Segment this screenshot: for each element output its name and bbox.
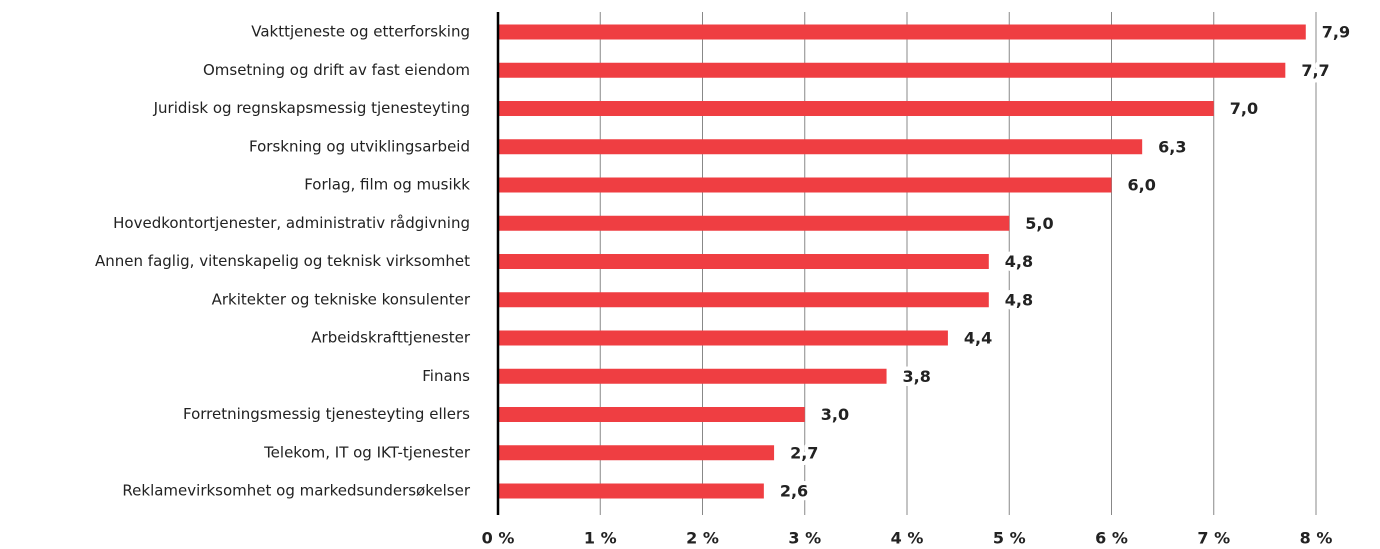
bar [498,445,775,461]
category-label: Telekom, IT og IKT-tjenester [263,443,471,461]
value-label: 2,6 [780,482,808,501]
value-label: 2,7 [790,443,818,462]
bar [498,62,1286,78]
bar [498,407,805,422]
value-label: 4,4 [964,329,992,348]
value-label: 3,8 [903,367,931,386]
category-label: Finans [422,367,470,385]
category-label: Arbeidskrafttjenester [311,329,471,347]
bar [498,292,989,308]
category-label: Juridisk og regnskapsmessig tjenesteytin… [153,99,470,117]
bar [498,254,989,269]
value-label: 6,0 [1128,176,1156,195]
value-label: 6,3 [1158,137,1186,156]
x-tick-label: 1 % [584,529,617,548]
category-label: Forskning og utviklingsarbeid [249,137,470,155]
bar [498,177,1112,193]
category-label: Reklamevirksomhet og markedsundersøkelse… [122,482,470,500]
category-label: Vakttjeneste og etterforsking [251,23,470,41]
value-label: 3,0 [821,405,849,424]
category-label: Annen faglig, vitenskapelig og teknisk v… [95,252,470,270]
value-label: 4,8 [1005,252,1033,271]
x-tick-label: 3 % [788,529,821,548]
category-label: Forlag, film og musikk [304,176,470,194]
x-tick-label: 0 % [482,529,515,548]
value-label: 7,0 [1230,99,1258,118]
x-tick-label: 7 % [1197,529,1230,548]
bar [498,139,1143,155]
bar [498,101,1214,116]
value-label: 5,0 [1025,214,1053,233]
category-label: Omsetning og drift av fast eiendom [203,61,470,79]
bar [498,368,887,384]
x-tick-label: 6 % [1095,529,1128,548]
category-label: Arkitekter og tekniske konsulenter [212,290,471,308]
x-tick-label: 2 % [686,529,719,548]
category-label: Hovedkontortjenester, administrativ rådg… [113,214,470,232]
x-tick-label: 5 % [993,529,1026,548]
bar [498,215,1010,231]
category-label: Forretningsmessig tjenesteyting ellers [183,405,470,423]
value-label: 7,9 [1322,23,1350,42]
value-label: 4,8 [1005,290,1033,309]
x-tick-label: 8 % [1300,529,1333,548]
bar [498,24,1306,40]
x-tick-label: 4 % [891,529,924,548]
value-label: 7,7 [1301,61,1329,80]
bar [498,483,764,499]
bar [498,330,948,346]
